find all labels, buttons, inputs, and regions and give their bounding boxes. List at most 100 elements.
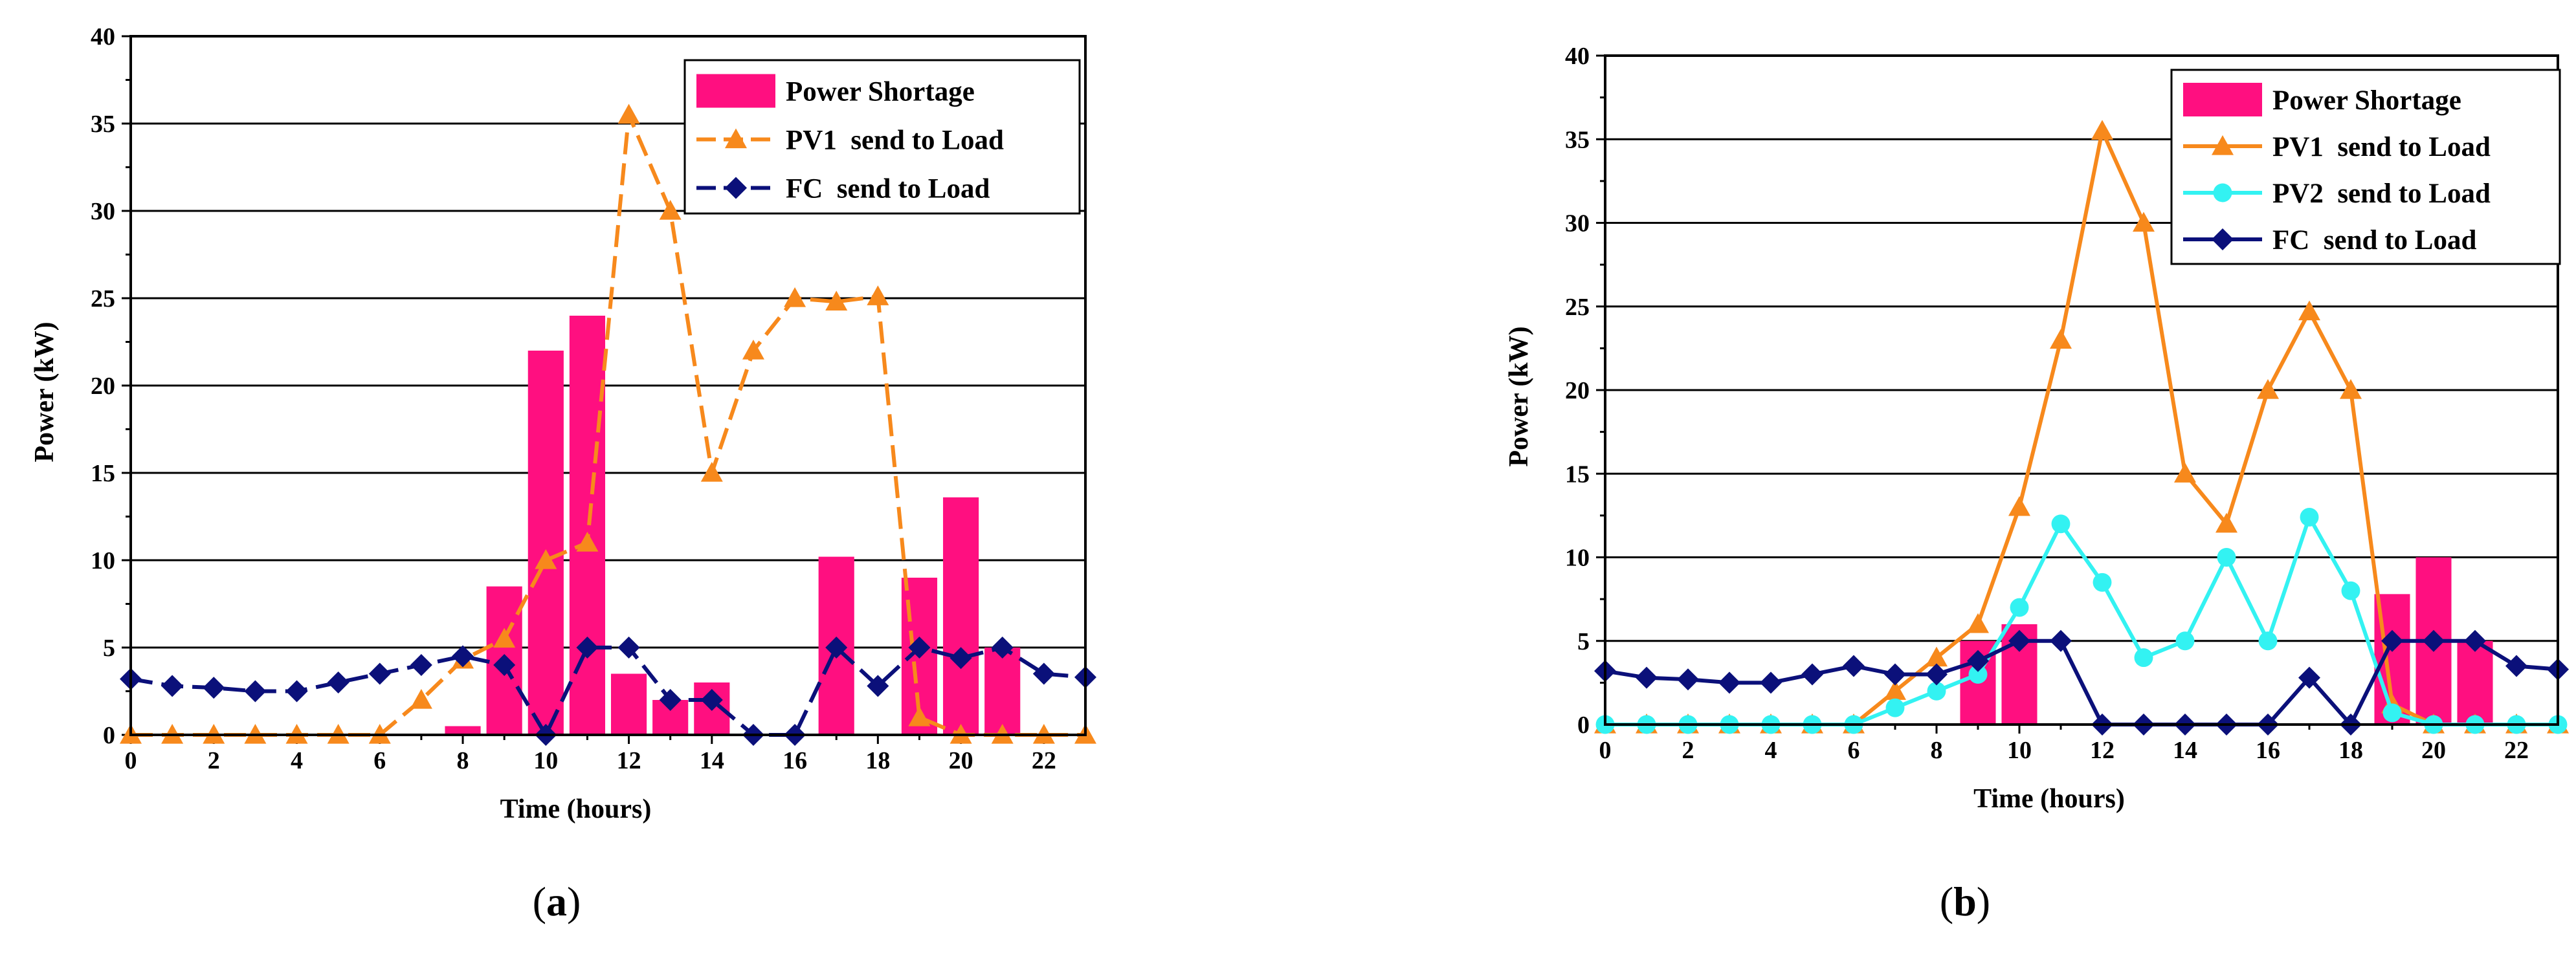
triangle-marker bbox=[908, 706, 931, 726]
triangle-marker bbox=[2340, 379, 2362, 399]
y-tick-label: 35 bbox=[1565, 126, 1590, 153]
power-shortage-bar bbox=[984, 648, 1021, 735]
triangle-marker bbox=[742, 340, 764, 360]
triangle-marker bbox=[2050, 329, 2072, 349]
x-tick-label: 10 bbox=[533, 747, 558, 774]
power-shortage-bar bbox=[610, 673, 647, 735]
y-tick-label: 0 bbox=[1577, 712, 1590, 739]
diamond-marker bbox=[908, 637, 931, 659]
legend-label: PV1 send to Load bbox=[786, 125, 1004, 156]
diamond-marker bbox=[867, 675, 889, 697]
circle-marker bbox=[1927, 681, 1946, 701]
x-axis-label: Time (hours) bbox=[500, 794, 652, 824]
diamond-marker bbox=[2212, 228, 2234, 250]
plot-frame bbox=[129, 35, 1087, 736]
diamond-marker bbox=[1718, 671, 1740, 694]
power-shortage-bar bbox=[943, 497, 979, 735]
diamond-marker bbox=[576, 637, 599, 659]
diamond-marker bbox=[2050, 629, 2072, 652]
x-tick-label: 20 bbox=[949, 747, 973, 774]
legend: Power Shortage PV1 send to Load PV2 send t… bbox=[2170, 69, 2561, 265]
y-tick-label: 15 bbox=[1565, 461, 1590, 488]
x-tick-label: 14 bbox=[2173, 737, 2197, 764]
triangle-marker bbox=[725, 128, 747, 149]
triangle-marker bbox=[867, 285, 889, 305]
circle-marker bbox=[2217, 548, 2236, 567]
y-axis-label: Power (kW) bbox=[30, 322, 60, 462]
triangle-marker bbox=[2174, 463, 2196, 483]
x-tick-label: 2 bbox=[1682, 737, 1694, 764]
legend-label: Power Shortage bbox=[2272, 85, 2461, 116]
legend-label: PV2 send to Load bbox=[2272, 179, 2491, 209]
triangle-marker bbox=[576, 532, 599, 552]
y-tick-label: 10 bbox=[1565, 545, 1590, 572]
triangle-marker bbox=[493, 627, 516, 648]
triangle-marker bbox=[2215, 512, 2237, 533]
diamond-marker bbox=[1843, 655, 1865, 677]
triangle-marker bbox=[2133, 212, 2155, 232]
diamond-marker bbox=[410, 654, 432, 676]
circle-marker bbox=[2382, 703, 2402, 723]
legend-swatch-shortage bbox=[696, 74, 775, 108]
circle-marker bbox=[2213, 183, 2232, 202]
diamond-marker bbox=[1884, 663, 1906, 686]
circle-marker bbox=[2175, 631, 2195, 651]
diamond-marker bbox=[2008, 629, 2030, 652]
caption-open: ( bbox=[1940, 878, 1953, 924]
x-tick-label: 10 bbox=[2007, 737, 2032, 764]
diamond-marker bbox=[2381, 629, 2403, 652]
diamond-marker bbox=[659, 689, 682, 711]
diamond-marker bbox=[1760, 671, 1782, 694]
circle-marker bbox=[2093, 573, 2112, 592]
y-tick-label: 30 bbox=[1565, 210, 1590, 237]
circle-marker bbox=[1885, 698, 1905, 717]
x-tick-label: 20 bbox=[2421, 737, 2446, 764]
legend-label: FC send to Load bbox=[2272, 225, 2476, 256]
x-tick-label: 22 bbox=[1032, 747, 1056, 774]
x-tick-label: 18 bbox=[865, 747, 890, 774]
diamond-marker bbox=[825, 637, 848, 659]
diamond-marker bbox=[161, 675, 184, 697]
y-tick-label: 10 bbox=[91, 547, 115, 574]
panel-caption: (a) bbox=[533, 878, 581, 924]
x-tick-label: 0 bbox=[125, 747, 137, 774]
y-tick-label: 5 bbox=[103, 635, 115, 662]
x-tick-label: 16 bbox=[783, 747, 807, 774]
triangle-marker bbox=[2212, 135, 2234, 155]
circle-marker bbox=[2134, 648, 2153, 668]
diamond-marker bbox=[285, 680, 308, 703]
triangle-marker bbox=[2091, 120, 2113, 140]
diamond-marker bbox=[1967, 649, 1989, 672]
triangle-marker bbox=[1967, 613, 1989, 633]
diamond-marker bbox=[2298, 666, 2320, 689]
y-tick-label: 40 bbox=[1565, 43, 1590, 70]
y-axis-label: Power (kW) bbox=[1504, 326, 1534, 466]
triangle-marker bbox=[2008, 496, 2030, 516]
series-line-pv2 bbox=[1605, 515, 2558, 726]
diamond-marker bbox=[203, 677, 225, 699]
x-tick-label: 8 bbox=[457, 747, 469, 774]
x-axis-label: Time (hours) bbox=[1973, 784, 2125, 814]
circle-marker bbox=[2341, 581, 2360, 600]
y-tick-label: 25 bbox=[91, 285, 115, 312]
plot-frame bbox=[1604, 54, 2559, 726]
diamond-marker bbox=[368, 662, 391, 685]
circle-marker bbox=[1968, 665, 1988, 684]
chart-panel-a: 0 5 10 15 20 25 30 35 40 0 2 4 6 8 10 12 14 16 18 20 22 Time … bbox=[30, 23, 1096, 924]
series-line-fc bbox=[130, 646, 1086, 737]
diamond-marker bbox=[327, 671, 350, 693]
series-line-fc bbox=[1604, 638, 2559, 726]
caption-letter: a bbox=[546, 878, 567, 924]
x-tick-label: 8 bbox=[1931, 737, 1943, 764]
diamond-marker bbox=[2464, 629, 2486, 652]
triangle-marker bbox=[825, 290, 848, 311]
y-tick-label: 15 bbox=[91, 460, 115, 487]
chart-panel-b: 0 5 10 15 20 25 30 35 40 0 2 4 6 8 10 12 14 16 18 20 22 Time … bbox=[1504, 43, 2569, 924]
power-shortage-bar bbox=[569, 316, 606, 735]
triangle-marker bbox=[410, 689, 432, 709]
diamond-marker bbox=[1926, 663, 1948, 686]
x-tick-label: 14 bbox=[700, 747, 724, 774]
circle-marker bbox=[2300, 508, 2319, 527]
x-tick-label: 0 bbox=[1599, 737, 1612, 764]
